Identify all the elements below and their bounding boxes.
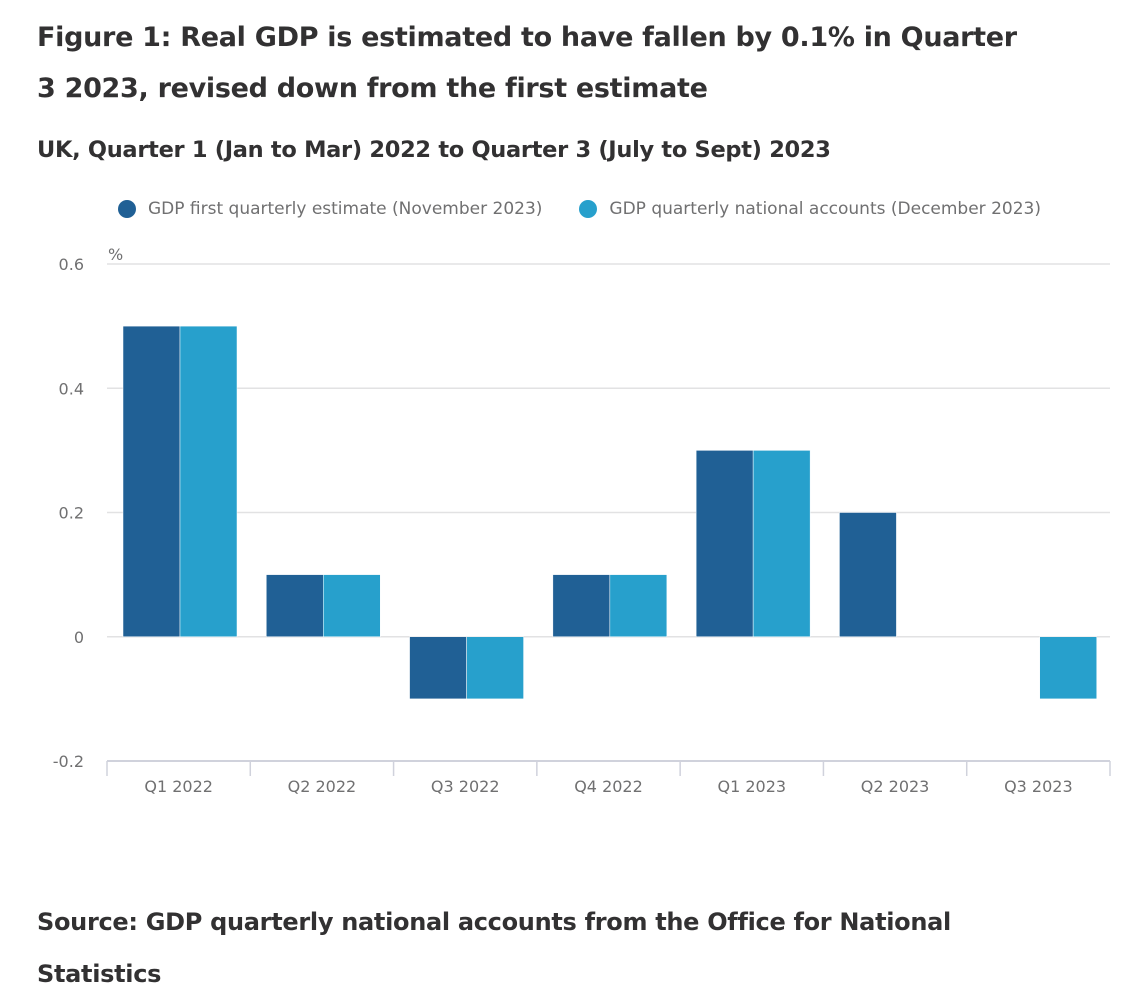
bar-first-estimate-q2-2022[interactable]	[266, 574, 324, 637]
legend-label-national-accounts: GDP quarterly national accounts (Decembe…	[609, 199, 1041, 219]
x-axis: Q1 2022 Q2 2022 Q3 2022 Q4 2022 Q1 2023 Q2 20…	[106, 760, 1111, 796]
y-tick-label: 0	[74, 628, 84, 647]
x-tick-label: Q4 2022	[574, 777, 643, 796]
chart-source: Source: GDP quarterly national accounts …	[37, 908, 951, 988]
bar-first-estimate-q4-2022[interactable]	[552, 574, 611, 637]
legend-dot-national-accounts-icon	[579, 200, 598, 218]
bar-first-estimate-q3-2022[interactable]	[409, 636, 467, 700]
chart-legend: GDP first quarterly estimate (November 2…	[118, 199, 1078, 219]
x-tick-label: Q1 2022	[144, 777, 213, 796]
y-axis-unit-label: %	[108, 245, 123, 264]
bar-first-estimate-q1-2023[interactable]	[695, 450, 754, 637]
bars	[122, 325, 1097, 700]
bar-chart: 0.6 0.4 0.2 0 -0.2 % Q1 2022 Q2 2022 Q3 2022 Q4…	[53, 245, 1111, 796]
legend-item-first-estimate[interactable]: GDP first quarterly estimate (November 2…	[118, 199, 542, 219]
bar-national-accounts-q2-2022[interactable]	[323, 574, 381, 637]
bar-national-accounts-q3-2023[interactable]	[1039, 636, 1097, 700]
legend-label-first-estimate: GDP first quarterly estimate (November 2…	[148, 199, 543, 219]
x-tick-label: Q1 2023	[717, 777, 786, 796]
bar-national-accounts-q3-2022[interactable]	[466, 636, 524, 700]
y-axis-ticks: 0.6 0.4 0.2 0 -0.2	[53, 255, 84, 771]
chart-title: Figure 1: Real GDP is estimated to have …	[37, 22, 1017, 104]
y-tick-label: 0.6	[59, 255, 84, 274]
bar-first-estimate-q2-2023[interactable]	[839, 512, 897, 637]
legend-item-national-accounts[interactable]: GDP quarterly national accounts (Decembe…	[579, 199, 1041, 219]
legend-dot-first-estimate-icon	[118, 200, 136, 218]
y-tick-label: 0.2	[59, 504, 84, 523]
x-tick-label: Q3 2023	[1004, 777, 1073, 796]
x-tick-label: Q3 2022	[431, 777, 500, 796]
bar-national-accounts-q1-2022[interactable]	[179, 325, 238, 637]
y-tick-label: 0.4	[59, 379, 84, 398]
y-tick-label: -0.2	[53, 752, 84, 771]
bar-national-accounts-q1-2023[interactable]	[752, 450, 811, 637]
x-tick-label: Q2 2022	[288, 777, 357, 796]
chart-subtitle: UK, Quarter 1 (Jan to Mar) 2022 to Quart…	[37, 137, 831, 163]
x-tick-label: Q2 2023	[861, 777, 930, 796]
bar-first-estimate-q1-2022[interactable]	[122, 325, 181, 637]
bar-national-accounts-q4-2022[interactable]	[609, 574, 668, 637]
